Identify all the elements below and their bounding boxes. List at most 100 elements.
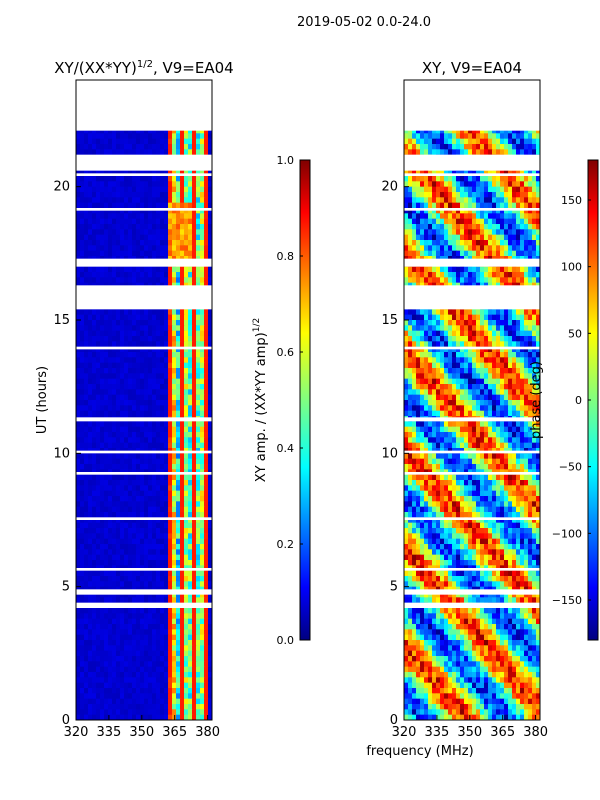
amplitude-cell	[164, 325, 169, 332]
amplitude-cell	[92, 432, 97, 438]
amplitude-cell	[184, 186, 189, 193]
amplitude-cell	[180, 560, 185, 566]
amplitude-cell	[148, 496, 153, 502]
amplitude-cell	[100, 533, 105, 540]
phase-cell	[484, 186, 489, 193]
amplitude-cell	[204, 213, 209, 220]
amplitude-cell	[188, 309, 193, 316]
amplitude-cell	[176, 608, 181, 614]
amplitude-cell	[132, 272, 137, 278]
amplitude-cell	[128, 656, 133, 662]
amplitude-cell	[76, 485, 81, 492]
amplitude-cell	[136, 320, 141, 326]
amplitude-cell	[192, 554, 197, 561]
amplitude-cell	[96, 432, 101, 438]
amplitude-colorbar: 0.00.20.40.60.81.0 XY amp. / (XX*YY amp)…	[252, 154, 311, 647]
amplitude-cell	[92, 634, 97, 641]
amplitude-cell	[80, 682, 85, 689]
amplitude-cell	[160, 378, 165, 385]
amplitude-cell	[112, 426, 117, 433]
amplitude-cell	[100, 442, 105, 449]
amplitude-cell	[184, 325, 189, 332]
amplitude-cell	[196, 592, 201, 598]
amplitude-cell	[80, 544, 85, 550]
amplitude-cell	[196, 213, 201, 220]
amplitude-cell	[176, 693, 181, 700]
phase-cell	[532, 149, 537, 156]
amplitude-cell	[92, 410, 97, 417]
amplitude-cell	[88, 698, 93, 705]
amplitude-cell	[108, 570, 113, 577]
amplitude-cell	[76, 538, 81, 545]
amplitude-cell	[96, 325, 101, 332]
phase-cell	[440, 144, 445, 150]
amplitude-cell	[92, 400, 97, 406]
amplitude-cell	[112, 544, 117, 550]
phase-cell	[464, 138, 469, 145]
amplitude-cell	[148, 640, 153, 646]
amplitude-cell	[76, 528, 81, 534]
amplitude-cell	[208, 410, 212, 417]
amplitude-cell	[200, 176, 205, 182]
amplitude-cell	[128, 133, 133, 140]
amplitude-cell	[108, 544, 113, 550]
amplitude-cell	[152, 458, 157, 465]
phase-cell	[508, 192, 513, 198]
amplitude-cell	[108, 528, 113, 534]
amplitude-cell	[196, 352, 201, 358]
amplitude-cell	[124, 645, 129, 652]
amplitude-cell	[148, 485, 153, 492]
y-tick-label: 5	[62, 580, 70, 595]
amplitude-cell	[160, 405, 165, 412]
amplitude-cell	[100, 554, 105, 561]
amplitude-cell	[128, 426, 133, 433]
phase-cell	[500, 186, 505, 193]
phase-cell	[436, 197, 441, 204]
amplitude-cell	[144, 378, 149, 385]
amplitude-cell	[128, 149, 133, 156]
phase-cell	[500, 192, 505, 198]
amplitude-cell	[96, 480, 101, 486]
amplitude-cell	[152, 544, 157, 550]
phase-cell	[536, 144, 540, 150]
amplitude-cell	[84, 330, 89, 337]
amplitude-cell	[120, 384, 125, 390]
amplitude-cell	[100, 490, 105, 497]
amplitude-cell	[76, 176, 81, 182]
amplitude-cell	[176, 250, 181, 257]
phase-cell	[436, 181, 441, 188]
amplitude-cell	[100, 698, 105, 705]
amplitude-cell	[152, 325, 157, 332]
amplitude-cell	[84, 250, 89, 257]
amplitude-cell	[188, 176, 193, 182]
amplitude-cell	[76, 576, 81, 582]
amplitude-cell	[96, 266, 101, 273]
amplitude-cell	[176, 709, 181, 716]
amplitude-cell	[204, 554, 209, 561]
amplitude-cell	[92, 666, 97, 673]
amplitude-cell	[104, 688, 109, 694]
amplitude-cell	[176, 218, 181, 225]
amplitude-cell	[96, 384, 101, 390]
amplitude-cell	[112, 400, 117, 406]
amplitude-cell	[204, 272, 209, 278]
amplitude-cell	[148, 250, 153, 257]
amplitude-cell	[184, 640, 189, 646]
amplitude-cell	[200, 138, 205, 145]
amplitude-cell	[76, 133, 81, 140]
amplitude-cell	[120, 224, 125, 230]
amplitude-cell	[148, 480, 153, 486]
amplitude-cell	[168, 618, 173, 625]
amplitude-cell	[180, 613, 185, 620]
amplitude-cell	[164, 266, 169, 273]
amplitude-cell	[204, 485, 209, 492]
amplitude-cell	[152, 661, 157, 668]
amplitude-cell	[116, 432, 121, 438]
amplitude-cell	[168, 373, 173, 380]
amplitude-cell	[148, 432, 153, 438]
amplitude-cell	[140, 597, 145, 604]
amplitude-cell	[200, 560, 205, 566]
amplitude-cell	[144, 693, 149, 700]
amplitude-cell	[136, 352, 141, 358]
amplitude-cell	[144, 533, 149, 540]
